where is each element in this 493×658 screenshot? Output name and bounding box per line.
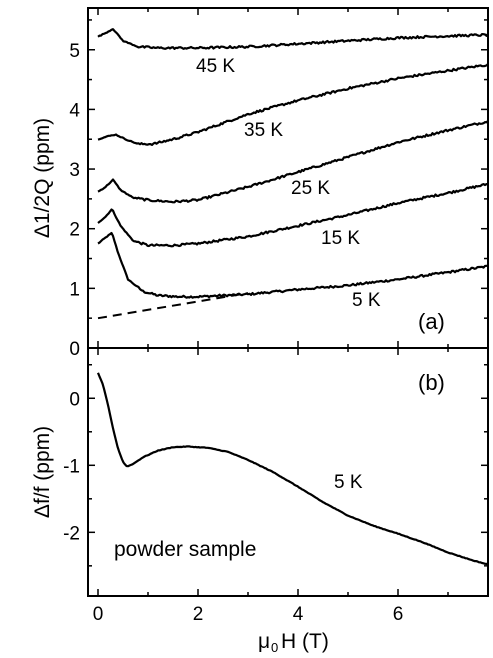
y-tick-label-a: 5 [69, 41, 80, 62]
panel-b-label: (b) [418, 370, 445, 395]
powder-sample-label: powder sample [114, 538, 256, 561]
panel-a-ticks [88, 8, 488, 349]
x-tick-label: 2 [193, 604, 204, 625]
panel-a-curves [97, 28, 489, 320]
y-tick-label-a: 3 [69, 160, 80, 181]
y-tick-label-b: 0 [69, 389, 80, 410]
label-5k-a: 5 K [352, 290, 381, 311]
y-tick-label-a: 1 [69, 279, 80, 300]
series-line-35k-a [97, 63, 489, 146]
series-line-25k-a [97, 120, 489, 204]
label-15k: 15 K [321, 228, 360, 249]
label-45k: 45 K [196, 56, 235, 77]
label-35k: 35 K [244, 120, 283, 141]
label-25k: 25 K [291, 178, 330, 199]
panel-b-curves [96, 372, 489, 566]
x-axis-title-sub: 0 [271, 640, 278, 655]
x-axis-title: μ 0 H (T) [258, 630, 329, 655]
x-tick-label: 6 [393, 604, 404, 625]
y-tick-label-a: 0 [69, 339, 80, 360]
y-tick-label-a: 2 [69, 220, 80, 241]
y-axis-title-b: Δf/f (ppm) [31, 426, 54, 518]
panel-a-label: (a) [418, 309, 445, 334]
panel-b-frame [87, 347, 489, 597]
y-tick-label-a: 4 [69, 100, 80, 121]
series-line-5k-b [96, 372, 489, 566]
x-tick-label: 4 [293, 604, 304, 625]
y-tick-label-b: -2 [63, 523, 80, 544]
label-5k-b: 5 K [334, 472, 363, 493]
x-tick-label: 0 [93, 604, 104, 625]
series-line-15k-a [97, 183, 489, 248]
panel-b-ticks [88, 348, 488, 596]
panel-a-frame [87, 7, 489, 349]
series-line-5k-a [97, 231, 489, 299]
series-line-45k-a [97, 28, 489, 50]
y-axis-title-a: Δ1/2Q (ppm) [31, 118, 54, 238]
x-axis-title-mu: μ [258, 630, 270, 653]
x-axis-title-rest: H (T) [281, 630, 329, 653]
baseline-dashed-line [97, 292, 249, 320]
tick-labels: 0 1 2 3 4 5 0 -1 -2 0 2 4 6 [63, 41, 403, 625]
y-tick-label-b: -1 [63, 456, 80, 477]
